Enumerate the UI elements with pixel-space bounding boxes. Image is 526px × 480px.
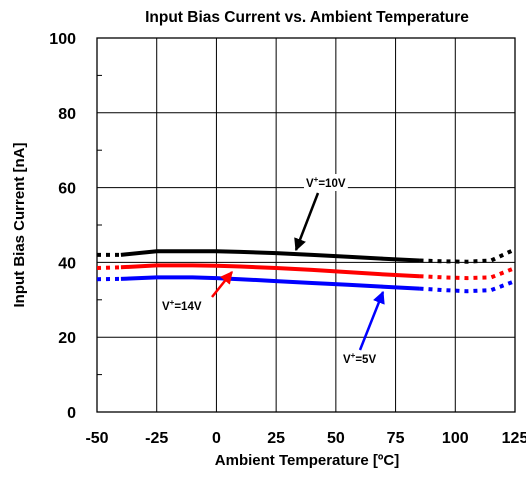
series-line-1 [120,263,420,279]
y-tick-label: 0 [67,405,76,422]
plot-frame [96,37,516,413]
series-arrow-0 [294,192,320,252]
series-label-1: V+=14V [162,298,202,313]
series-label-bg-2 [341,350,379,367]
y-tick-label: 60 [58,181,76,198]
x-tick-label: 100 [442,430,469,447]
series-arrow-2 [358,290,385,351]
x-tick-label: -25 [145,430,168,447]
series-dotted-right-0 [419,247,516,264]
series-label-bg-0 [304,174,348,191]
tick-labels: -50 -25 0 25 50 75 100 125 0 20 40 60 80 100 [49,31,526,447]
series-label-0: V+=10V [306,175,346,190]
x-tick-label: 50 [327,430,345,447]
y-tick-label: 100 [49,31,76,48]
y-tick-label: 80 [58,106,76,123]
series-arrow-1 [211,271,233,298]
x-tick-label: 0 [212,430,221,447]
y-tick-label: 40 [58,255,76,272]
x-tick-label: 125 [502,430,526,447]
x-axis-label: Ambient Temperature [ºC] [215,452,399,469]
series-line-0 [120,249,420,263]
series-lines [96,247,516,294]
series-dotted-right-1 [419,266,516,281]
series-label-bg-1 [160,297,204,314]
series-dotted-left-1 [96,265,121,270]
x-tick-label: 25 [267,430,285,447]
series-label-2: V+=5V [343,351,376,366]
series-line-2 [120,275,420,291]
x-tick-label: 75 [387,430,405,447]
grid [96,37,516,413]
y-tick-label: 20 [58,330,76,347]
chart-title: Input Bias Current vs. Ambient Temperatu… [145,9,469,26]
x-tick-label: -50 [85,430,108,447]
series-dotted-right-2 [419,279,516,294]
annotations: V+=10V V+=14V V+=5V [160,174,385,367]
y-axis-label: Input Bias Current [nA] [11,143,28,308]
